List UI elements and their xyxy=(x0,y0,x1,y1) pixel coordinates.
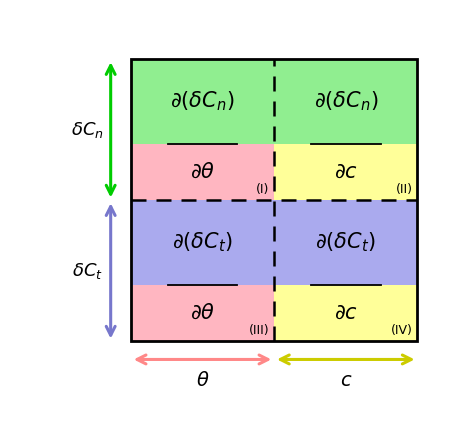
Bar xyxy=(274,200,418,285)
Text: $\partial\theta$: $\partial\theta$ xyxy=(190,303,215,323)
Text: $\partial(\delta C_n)$: $\partial(\delta C_n)$ xyxy=(170,90,235,113)
Bar xyxy=(131,285,274,341)
Bar xyxy=(131,59,274,144)
Bar xyxy=(131,144,274,200)
Text: $\partial(\delta C_t)$: $\partial(\delta C_t)$ xyxy=(172,231,233,254)
Text: $\partial c$: $\partial c$ xyxy=(334,303,358,323)
Text: (II): (II) xyxy=(396,183,413,196)
Text: $c$: $c$ xyxy=(339,371,352,390)
Text: $\theta$: $\theta$ xyxy=(196,371,210,390)
Text: (I): (I) xyxy=(256,183,269,196)
Text: (III): (III) xyxy=(249,324,269,337)
Bar xyxy=(131,59,418,341)
Bar xyxy=(274,285,418,341)
Text: $\delta C_n$: $\delta C_n$ xyxy=(71,120,103,140)
Text: $\partial c$: $\partial c$ xyxy=(334,162,358,182)
Bar xyxy=(131,200,274,285)
Bar xyxy=(274,144,418,200)
Bar xyxy=(274,59,418,144)
Text: $\partial(\delta C_t)$: $\partial(\delta C_t)$ xyxy=(315,231,376,254)
Text: (IV): (IV) xyxy=(391,324,413,337)
Text: $\delta C_t$: $\delta C_t$ xyxy=(73,261,103,281)
Text: $\partial\theta$: $\partial\theta$ xyxy=(190,162,215,182)
Text: $\partial(\delta C_n)$: $\partial(\delta C_n)$ xyxy=(313,90,378,113)
